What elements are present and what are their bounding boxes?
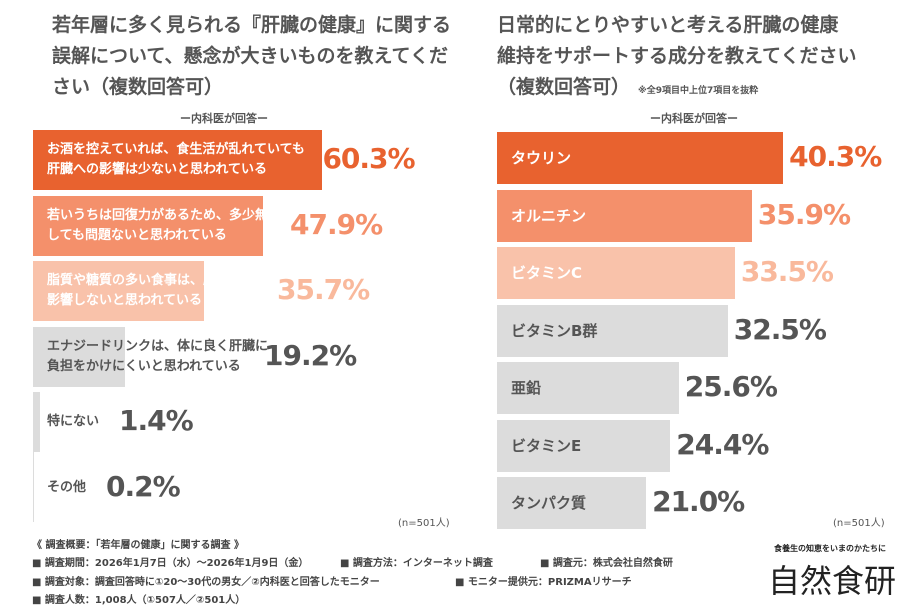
bar-label: 特にない [47, 414, 100, 429]
value-label: 40.3% [789, 140, 882, 173]
bar [33, 130, 323, 190]
value-label: 35.7% [277, 273, 370, 306]
value-label: 47.9% [290, 207, 383, 241]
logo-tagline: 食養生の知恵をいまのかたちに [774, 544, 886, 553]
value-label: 0.2% [106, 469, 181, 503]
bar [33, 261, 205, 321]
left-axis-line [33, 392, 34, 522]
bar [497, 304, 728, 357]
bar-label: エナジードリンクは、体に良く肝臓に 負担をかけにくいと思われている [47, 338, 269, 374]
bar [497, 247, 735, 299]
right-chart-note: ※全9項目中上位7項目を抜粋 [638, 86, 759, 96]
logo: 自然食研 [768, 562, 897, 600]
bar [497, 362, 679, 414]
footer-count: ■ 調査人数：1,008人（①507人／②501人） [32, 595, 246, 606]
bar [497, 477, 647, 529]
value-label: 32.5% [733, 312, 827, 346]
value-label: 35.9% [757, 197, 851, 231]
bar [497, 189, 752, 242]
bar [33, 392, 40, 452]
footer-target: ■ 調査対象：調査回答時に①20～30代の男女／②内科医と回答したモニター [32, 577, 380, 588]
right-n: (n=501人) [833, 518, 885, 529]
bar-label: その他 [47, 479, 87, 495]
bar-label: 脂質や糖質の多い食事は、肝臓にあまり 影響しないと思われている [47, 273, 282, 308]
right-chart-title: 日常的にとりやすいと考える肝臓の健康維持をサポートする成分を教えてください（複数… [497, 10, 857, 107]
bar-label: お酒を控えていれば、食生活が乱れていても 肝臓への影響は少ないと思われている [47, 142, 305, 177]
bar [33, 457, 34, 518]
value-label: 21.0% [652, 485, 745, 518]
bar-label: 若いうちは回復力があるため、多少無理を しても問題ないと思われている [47, 207, 295, 243]
left-chart-title: 若年層に多く見られる『肝臓の健康』に関する誤解について、懸念が大きいものを教えて… [52, 14, 452, 98]
value-label: 1.4% [119, 404, 194, 437]
right-title-text: 日常的にとりやすいと考える肝臓の健康維持をサポートする成分を教えてください（複数… [497, 14, 857, 98]
bar [497, 132, 784, 184]
value-label: 24.4% [676, 427, 769, 461]
left-n: (n=501人) [398, 518, 450, 529]
value-label: 33.5% [740, 255, 834, 288]
bar [497, 419, 671, 472]
bar [33, 195, 263, 256]
left-chart-subtitle: ー内科医が回答ー [180, 112, 268, 125]
bar-label: タウリン [511, 149, 572, 167]
bar-label: ビタミンB群 [511, 321, 598, 340]
bar-label: ビタミンE [511, 436, 582, 455]
value-label: 60.3% [322, 142, 415, 175]
footer-provider: ■ モニター提供元：PRIZMAリサーチ [455, 577, 632, 588]
footer-method: ■ 調査方法：インターネット調査 [340, 558, 493, 569]
footer-heading: 《 調査概要：「若年層の健康」に関する調査 》 [32, 540, 244, 551]
value-label: 19.2% [264, 338, 357, 372]
right-chart-subtitle: ー内科医が回答ー [650, 112, 738, 125]
bar-label: タンパク質 [511, 494, 587, 512]
value-label: 25.6% [684, 370, 778, 403]
bar-label: オルニチン [511, 206, 587, 225]
footer-source: ■ 調査元：株式会社自然食研 [540, 558, 673, 569]
bar [33, 326, 126, 387]
bar-label: ビタミンC [511, 264, 583, 282]
footer-period: ■ 調査期間：2026年1月7日（水）～2026年1月9日（金） [32, 558, 309, 569]
bar-label: 亜鉛 [511, 379, 542, 397]
